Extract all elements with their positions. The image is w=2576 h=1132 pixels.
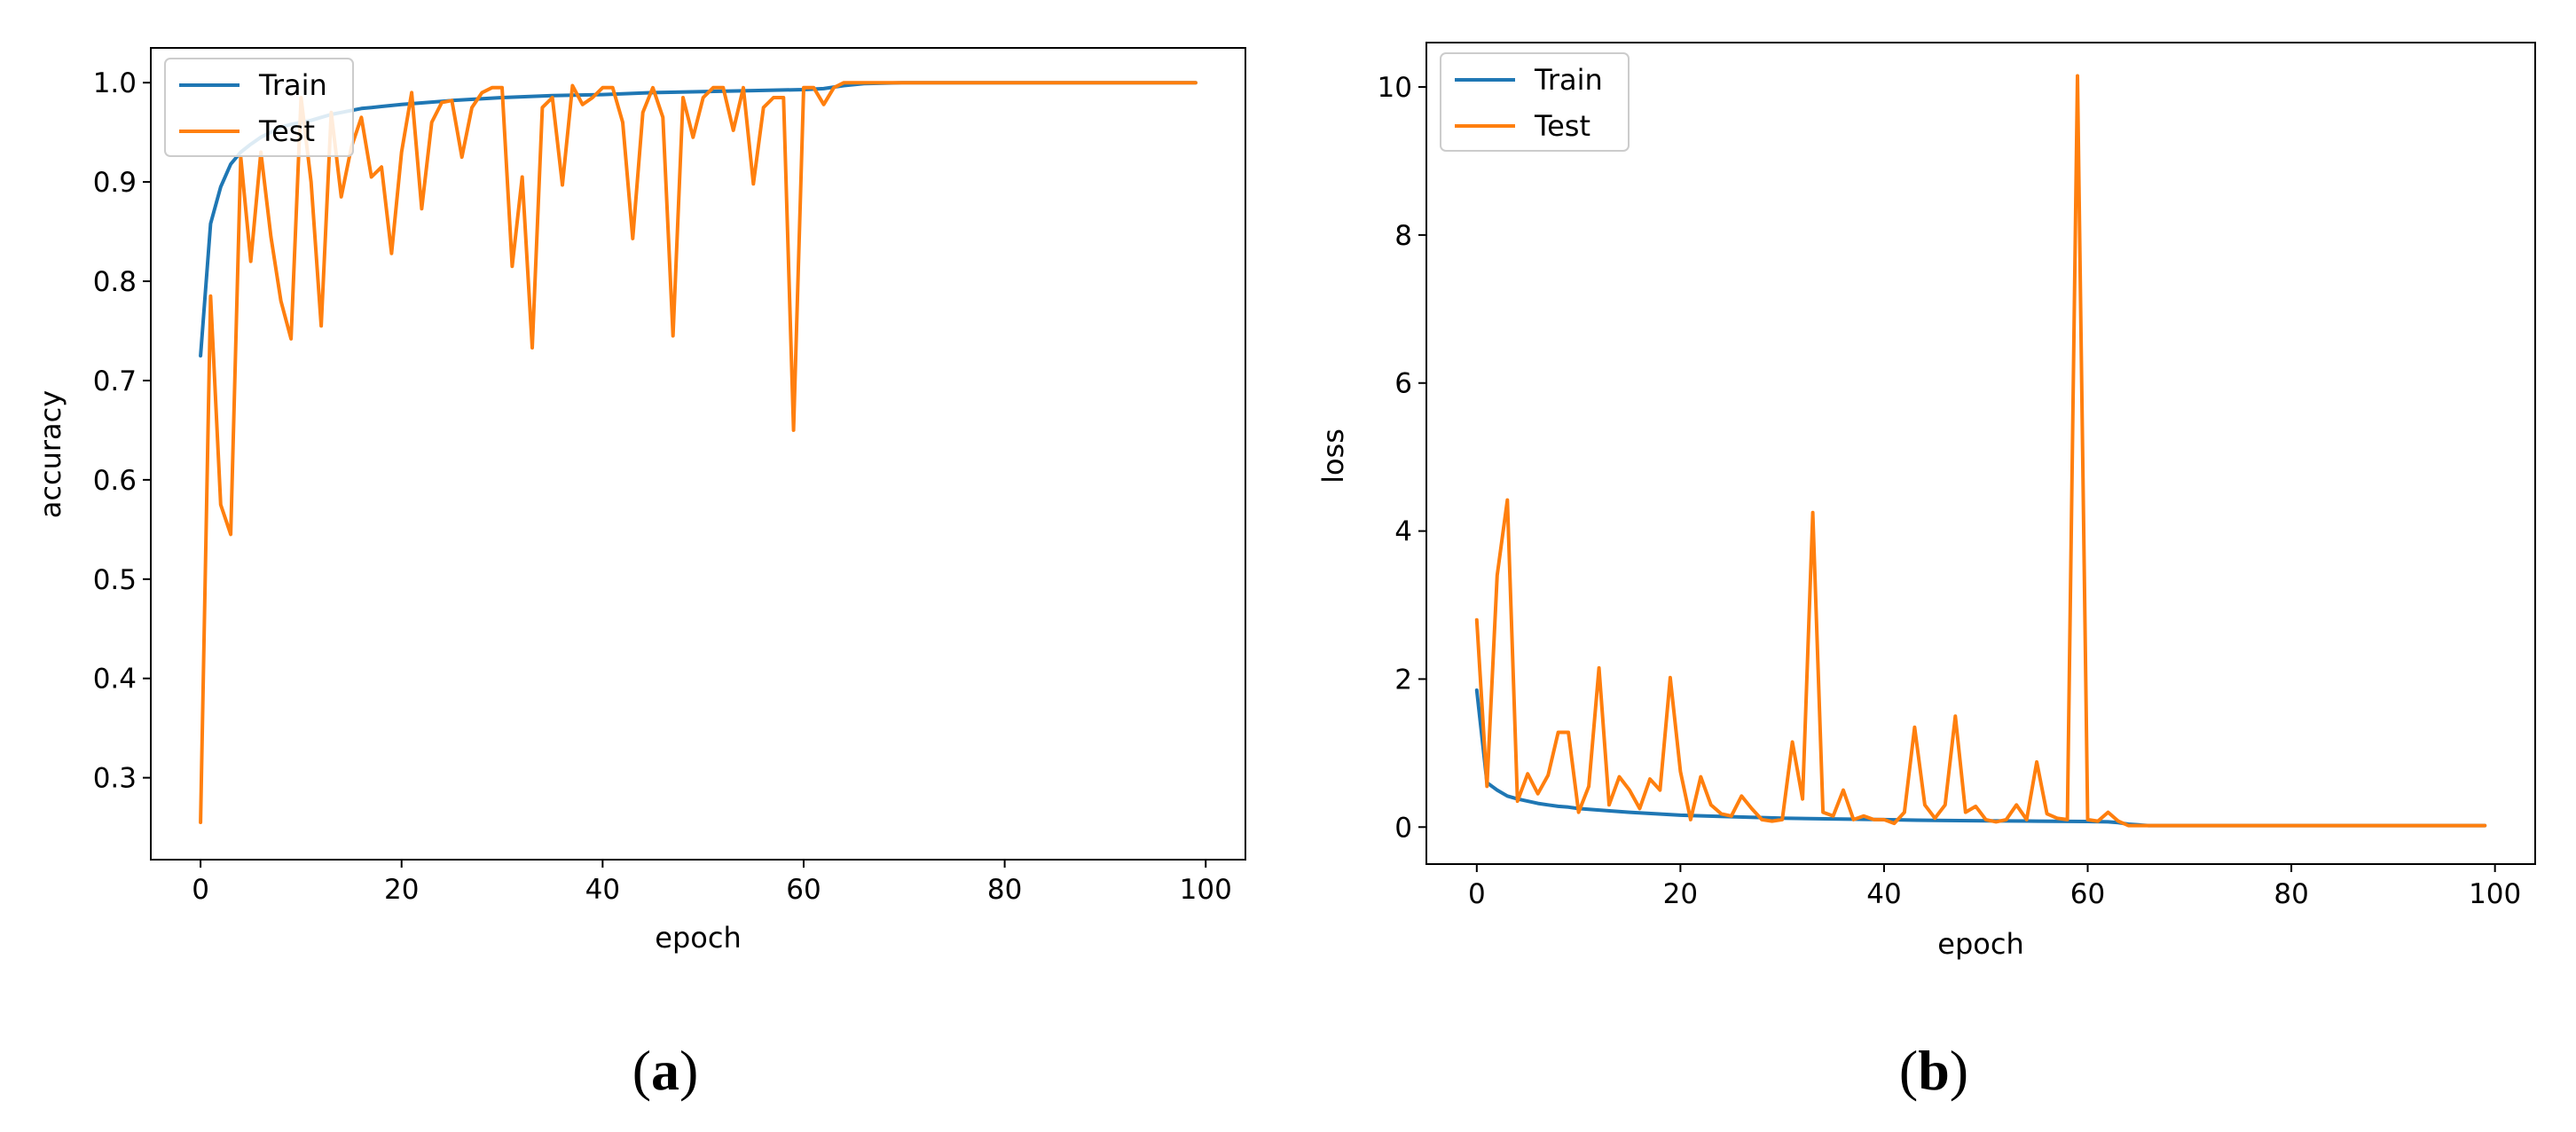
y-tick-label: 1.0 [93, 67, 137, 99]
x-ticks: 0 20 40 60 80 100 [1468, 864, 2521, 910]
y-tick-label: 6 [1394, 368, 1412, 400]
x-tick-label: 20 [1663, 878, 1698, 910]
y-tick-label: 2 [1394, 664, 1412, 696]
x-ticks: 0 20 40 60 80 100 [192, 860, 1232, 906]
x-tick-label: 80 [2274, 878, 2308, 910]
loss-chart: 0 2 4 6 8 10 0 20 40 60 80 100 epoch loss Train Te… [1316, 42, 2536, 1102]
legend: Train Test [1440, 52, 1630, 152]
x-axis-label: epoch [655, 921, 741, 955]
y-tick-label: 0.5 [93, 564, 137, 596]
y-ticks: 0.3 0.4 0.5 0.6 0.7 0.8 0.9 1.0 [93, 67, 151, 795]
x-tick-label: 0 [1468, 878, 1486, 910]
legend-train-label: Train [258, 68, 327, 102]
y-tick-label: 0.4 [93, 664, 137, 696]
legend-test-label: Test [258, 114, 315, 148]
panel-b-caption: (b) [1899, 1039, 1968, 1102]
x-tick-label: 20 [384, 874, 419, 906]
panel-a-caption: (a) [632, 1039, 699, 1102]
y-axis-label: accuracy [34, 390, 67, 518]
plot-area [150, 47, 1246, 861]
legend-train-label: Train [1534, 63, 1603, 97]
x-axis-label: epoch [1937, 927, 2023, 961]
legend-test-label: Test [1534, 109, 1590, 143]
x-tick-label: 100 [1180, 874, 1232, 906]
y-tick-label: 0.7 [93, 366, 137, 397]
x-tick-label: 60 [786, 874, 821, 906]
series-line-test [199, 81, 1198, 824]
accuracy-chart: 0.3 0.4 0.5 0.6 0.7 0.8 0.9 1.0 0 20 40 60 80 100 ep… [34, 47, 1246, 1102]
series-line-test [1474, 74, 2487, 828]
x-tick-label: 60 [2070, 878, 2105, 910]
x-tick-label: 40 [1866, 878, 1901, 910]
x-tick-label: 0 [192, 874, 209, 906]
y-tick-label: 0.8 [93, 266, 137, 298]
panel-b-letter: b [1918, 1039, 1950, 1102]
x-tick-label: 100 [2469, 878, 2521, 910]
series-lines [1474, 74, 2487, 828]
plot-area [1425, 42, 2536, 865]
y-ticks: 0 2 4 6 8 10 [1378, 72, 1426, 844]
y-tick-label: 4 [1394, 516, 1412, 548]
x-tick-label: 40 [585, 874, 620, 906]
legend: Train Test [164, 58, 354, 157]
y-tick-label: 10 [1378, 72, 1412, 104]
x-tick-label: 80 [987, 874, 1022, 906]
y-axis-label: loss [1316, 428, 1350, 483]
panel-a-letter: a [651, 1039, 679, 1102]
y-tick-label: 8 [1394, 220, 1412, 252]
y-tick-label: 0 [1394, 812, 1412, 844]
y-tick-label: 0.6 [93, 465, 137, 497]
y-tick-label: 0.9 [93, 167, 137, 199]
y-tick-label: 0.3 [93, 763, 137, 795]
